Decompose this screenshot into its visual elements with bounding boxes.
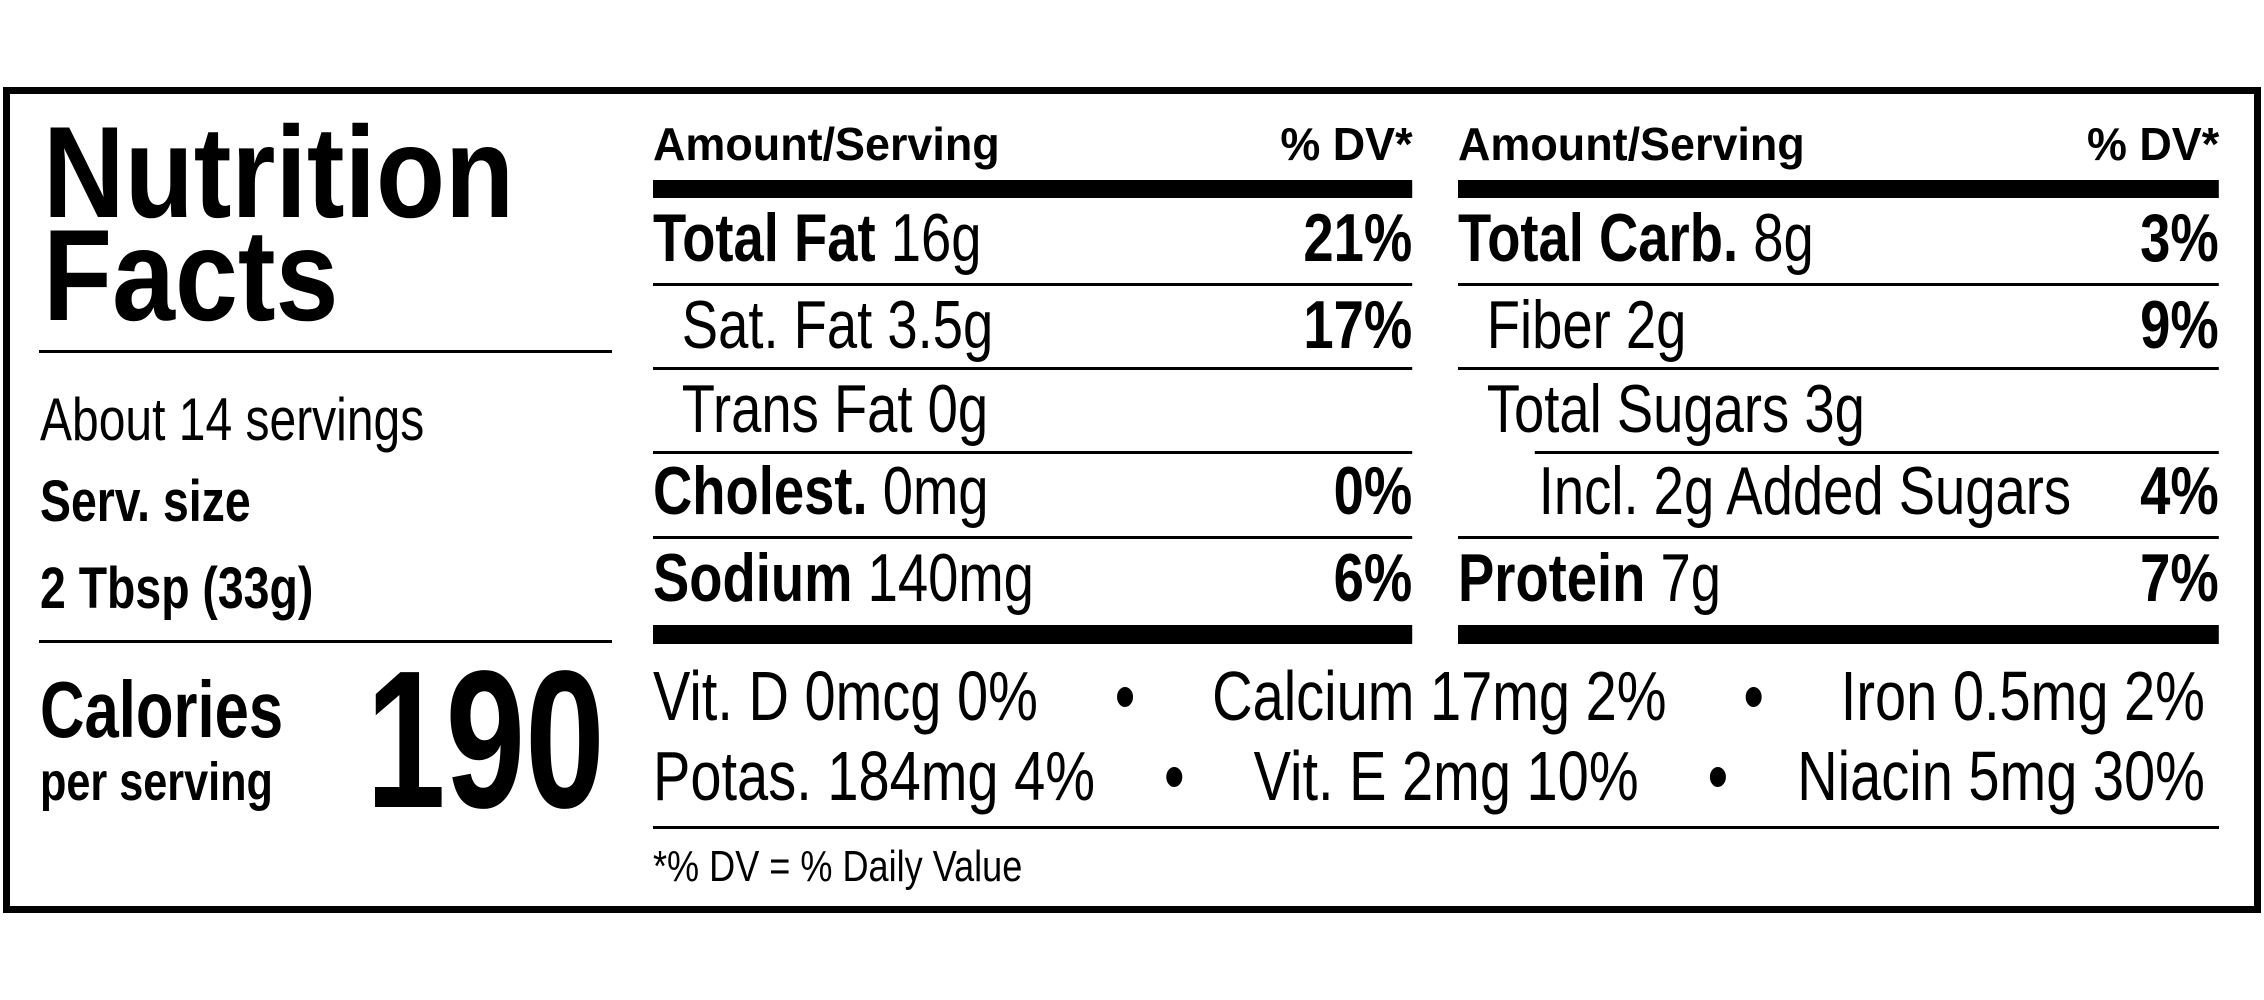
- nutrient-name: Protein: [1458, 540, 1646, 616]
- thick-bar: [653, 625, 1413, 644]
- nutrient-name: Total Carb.: [1458, 200, 1739, 276]
- nutrient-amount: 0g: [927, 371, 989, 447]
- nutrient-amount: 2g: [1625, 287, 1687, 363]
- serving-size-value: 2 Tbsp (33g): [40, 556, 314, 621]
- nutrient-row-total-sugars: Total Sugars 3g: [1458, 369, 2219, 449]
- nutrient-dv: 6%: [1333, 540, 1413, 616]
- vitamins-row: Potas. 184mg 4% • Vit. E 2mg 10% • Niaci…: [653, 736, 2205, 816]
- divider: [653, 283, 1413, 286]
- nutrient-row-protein: Protein 7g 7%: [1458, 538, 2219, 618]
- footnote: *% DV = % Daily Value: [653, 842, 1023, 891]
- title-nutrition: Nutrition: [43, 99, 515, 245]
- calories-value: 190: [366, 630, 605, 849]
- servings-per-container: About 14 servings: [40, 386, 425, 453]
- calcium: Calcium 17mg 2%: [1212, 657, 1667, 735]
- calories-label: Calories: [40, 665, 284, 754]
- nutrient-row-total-fat: Total Fat 16g 21%: [653, 198, 1412, 278]
- nutrient-dv: 9%: [2140, 287, 2219, 363]
- thick-bar: [1458, 180, 2219, 198]
- nutrient-row-trans-fat: Trans Fat 0g: [653, 369, 1412, 449]
- nutrient-name: Sodium: [653, 540, 853, 616]
- nutrient-dv: 3%: [2140, 200, 2219, 276]
- vitamin-d: Vit. D 0mcg 0%: [653, 657, 1038, 735]
- dv-header: % DV*: [1279, 118, 1413, 170]
- divider: [1534, 451, 2219, 454]
- nutrient-row-sodium: Sodium 140mg 6%: [653, 538, 1412, 618]
- nutrient-row-total-carb: Total Carb. 8g 3%: [1458, 198, 2219, 278]
- niacin: Niacin 5mg 30%: [1797, 737, 2205, 815]
- nutrient-row-cholesterol: Cholest. 0mg 0%: [653, 451, 1412, 531]
- nutrient-dv: 4%: [2140, 453, 2219, 529]
- calories-per-serving: per serving: [40, 752, 273, 812]
- nutrient-dv: 0%: [1333, 453, 1413, 529]
- vitamins-section: Vit. D 0mcg 0% • Calcium 17mg 2% • Iron …: [653, 0, 2205, 1000]
- nutrient-amount: 8g: [1753, 200, 1814, 276]
- divider: [39, 350, 612, 353]
- nutrient-name: Fiber: [1486, 287, 1611, 363]
- nutrient-amount: 16g: [890, 200, 982, 276]
- bullet-separator: •: [1743, 657, 1764, 735]
- nutrient-name: Total Fat: [653, 200, 876, 276]
- bullet-separator: •: [1708, 737, 1728, 815]
- nutrient-row-fiber: Fiber 2g 9%: [1458, 285, 2219, 365]
- nutrient-amount: 0mg: [882, 453, 989, 529]
- amount-header: Amount/Serving: [653, 118, 1000, 170]
- divider: [1458, 536, 2219, 539]
- nutrient-amount: 3.5g: [887, 287, 994, 363]
- thick-bar: [653, 180, 1413, 198]
- nutrients-left-column: Amount/Serving % DV* Total Fat 16g 21% S…: [653, 0, 1413, 1000]
- divider: [39, 640, 612, 643]
- nutrient-amount: 7g: [1660, 540, 1722, 616]
- vitamins-row: Vit. D 0mcg 0% • Calcium 17mg 2% • Iron …: [653, 656, 2205, 736]
- title-facts: Facts: [43, 202, 339, 348]
- amount-header: Amount/Serving: [1458, 118, 1805, 170]
- divider: [653, 451, 1413, 454]
- nutrient-dv: 7%: [2140, 540, 2219, 616]
- nutrient-amount: 3g: [1804, 371, 1865, 447]
- divider: [1458, 367, 2219, 370]
- nutrient-name: Total Sugars: [1486, 371, 1790, 447]
- nutrients-right-column: Amount/Serving % DV* Total Carb. 8g 3% F…: [1458, 0, 2219, 1000]
- divider: [653, 367, 1413, 370]
- column-header: Amount/Serving % DV*: [653, 112, 1412, 176]
- potassium: Potas. 184mg 4%: [653, 737, 1096, 815]
- divider: [1458, 283, 2219, 286]
- serving-size-label: Serv. size: [40, 469, 251, 534]
- nutrient-row-added-sugars: Incl. 2g Added Sugars 4%: [1458, 451, 2219, 531]
- nutrient-name: Cholest.: [653, 453, 868, 529]
- vitamin-e: Vit. E 2mg 10%: [1253, 737, 1639, 815]
- nutrient-dv: 17%: [1303, 287, 1413, 363]
- column-header: Amount/Serving % DV*: [1458, 112, 2219, 176]
- bullet-separator: •: [1164, 737, 1185, 815]
- dv-header: % DV*: [2086, 118, 2219, 170]
- nutrient-name: Incl. 2g Added Sugars: [1538, 453, 2072, 529]
- iron: Iron 0.5mg 2%: [1840, 657, 2205, 735]
- nutrition-label-border: [3, 87, 2261, 913]
- nutrient-name: Sat. Fat: [681, 287, 873, 363]
- divider: [653, 826, 2219, 829]
- nutrient-dv: 21%: [1303, 200, 1413, 276]
- thick-bar: [1458, 625, 2219, 644]
- nutrient-row-sat-fat: Sat. Fat 3.5g 17%: [653, 285, 1412, 365]
- nutrient-name: Trans Fat: [681, 371, 913, 447]
- nutrient-amount: 140mg: [867, 540, 1034, 616]
- bullet-separator: •: [1115, 657, 1135, 735]
- divider: [653, 536, 1413, 539]
